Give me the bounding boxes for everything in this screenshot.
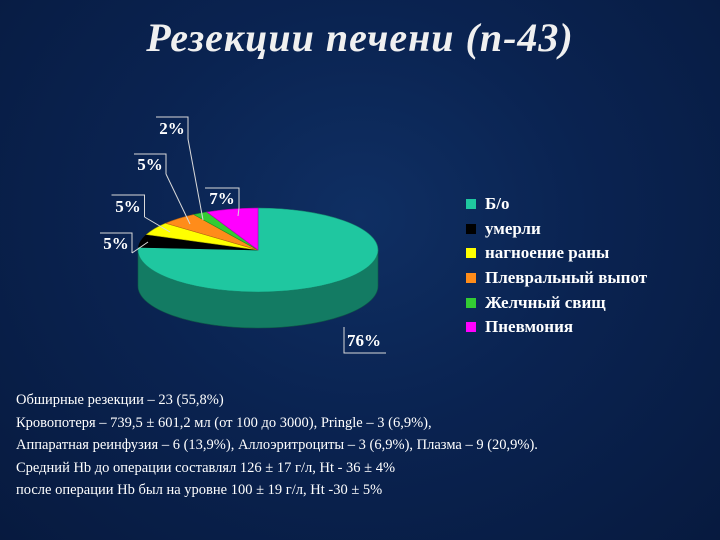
chart-legend: Б/о умерли нагноение раны Плевральный вы… (466, 192, 647, 340)
note-line: Средний Hb до операции составлял 126 ± 1… (16, 459, 396, 476)
legend-swatch (466, 297, 476, 308)
label-box (343, 327, 386, 354)
note-line: Аппаратная реинфузия – 6 (13,9%), Аллоэр… (16, 437, 538, 453)
legend-swatch (466, 273, 476, 284)
legend-label: умерли (485, 218, 541, 238)
label-box (156, 116, 189, 139)
legend-swatch (466, 223, 476, 234)
legend-label: Пневмония (485, 317, 574, 337)
data-label: 5% (137, 155, 163, 174)
leader-line (237, 207, 240, 217)
leader-line (187, 138, 204, 221)
pie-slice (137, 207, 379, 293)
slide-title: Резекции печени (n-43) (146, 15, 574, 60)
notes-block: Обширные резекции – 23 (55,8%) Кровопоте… (16, 389, 716, 502)
legend-item: Плевральный выпот (466, 266, 647, 291)
pie-slice (206, 207, 259, 251)
leader-line (131, 241, 149, 254)
legend-item: Б/о (466, 192, 647, 217)
legend-label: Плевральный выпот (485, 268, 648, 288)
label-box (205, 187, 240, 208)
legend-label: нагноение раны (485, 243, 610, 263)
label-box (100, 232, 133, 253)
label-box (134, 153, 167, 174)
data-label: 5% (115, 197, 141, 216)
note-line: после операции Hb был на уровне 100 ± 19… (16, 482, 383, 498)
leader-line (144, 216, 171, 233)
legend-label: Б/о (485, 194, 510, 214)
legend-item: нагноение раны (466, 241, 647, 266)
note-line: Обширные резекции – 23 (55,8%) (16, 392, 224, 408)
legend-swatch (466, 322, 476, 333)
legend-item: Желчный свищ (466, 290, 647, 315)
leader-line (165, 173, 191, 225)
legend-item: Пневмония (466, 315, 647, 340)
legend-swatch (466, 199, 476, 210)
legend-item: умерли (466, 217, 647, 242)
note-line: Кровопотеря – 739,5 ± 601,2 мл (от 100 д… (16, 414, 432, 431)
data-label: 2% (159, 119, 185, 138)
legend-swatch (466, 248, 476, 259)
data-label: 7% (209, 189, 235, 208)
legend-label: Желчный свищ (485, 292, 606, 312)
data-label: 5% (103, 234, 129, 253)
label-box (111, 194, 145, 217)
data-label: 76% (347, 331, 381, 350)
